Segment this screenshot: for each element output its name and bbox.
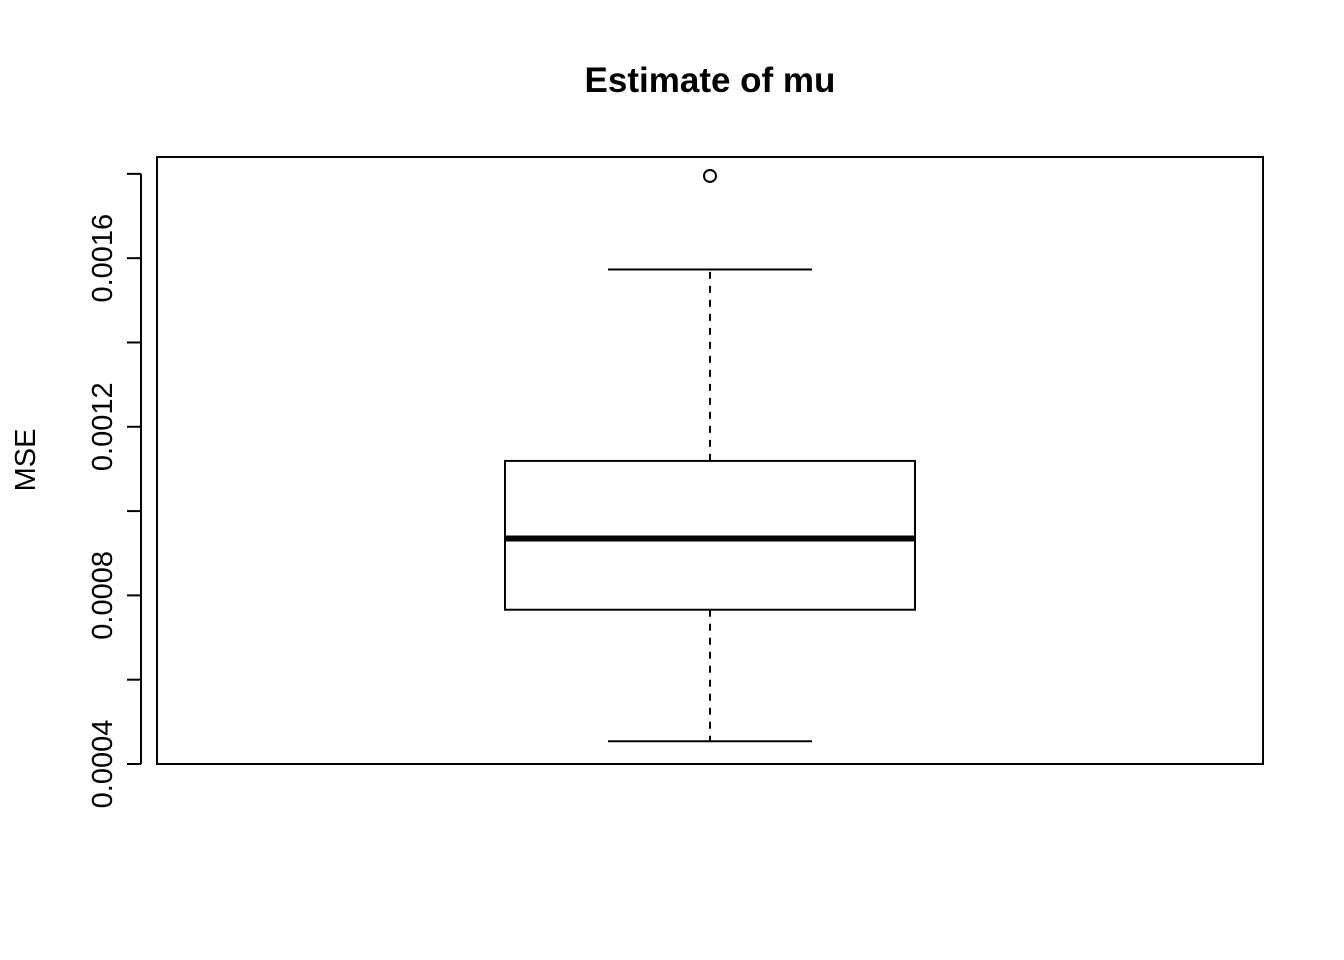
outlier-point [703,168,717,183]
box-iqr [504,459,916,611]
chart-title: Estimate of mu [585,61,836,100]
y-tick-label: 0.0012 [87,382,119,471]
y-tick-label: 0.0008 [87,551,119,640]
y-axis-label: MSE [10,429,42,492]
y-tick-label: 0.0004 [87,720,119,809]
y-tick-label: 0.0016 [87,214,119,303]
plot-frame [156,156,1264,765]
box-group [504,168,916,743]
y-axis: 0.0004 0.0008 0.0012 0.0016 [87,172,142,809]
